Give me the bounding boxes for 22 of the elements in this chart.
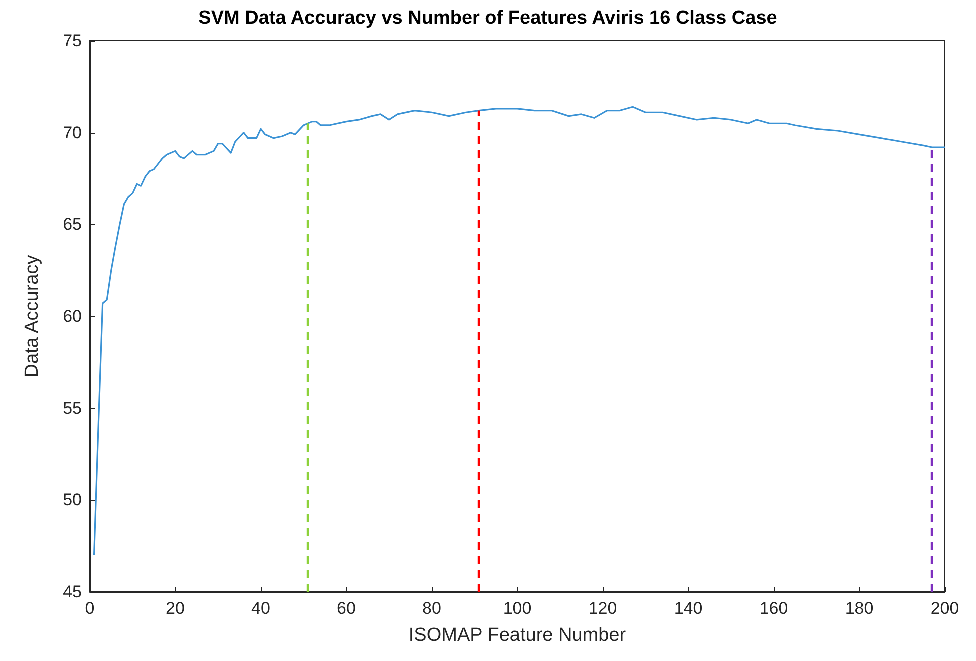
x-tick-label: 120: [588, 599, 618, 618]
y-tick-label: 65: [63, 215, 82, 234]
chart-title: SVM Data Accuracy vs Number of Features Aviris 16 Class Case: [198, 8, 778, 29]
x-tick-label: 160: [760, 599, 788, 618]
x-tick-label: 180: [845, 599, 874, 618]
y-tick-label: 50: [63, 490, 82, 510]
x-tick-label: 60: [337, 599, 356, 618]
x-tick-label: 40: [252, 599, 270, 618]
x-tick-label: 100: [503, 599, 532, 618]
x-tick-label: 80: [422, 599, 442, 618]
x-tick-label: 200: [930, 599, 960, 618]
line-series: [93, 106, 946, 556]
y-tick-label: 70: [63, 123, 82, 142]
x-tick-label: 140: [674, 599, 703, 618]
y-tick-label: 60: [63, 307, 82, 326]
y-tick-label: 75: [63, 32, 82, 50]
y-tick-label: 45: [63, 582, 82, 602]
y-axis-title: Data Accuracy: [22, 254, 43, 378]
x-tick-label: 20: [166, 599, 185, 618]
x-axis-title: ISOMAP Feature Number: [408, 625, 627, 646]
x-tick-label: 0: [85, 599, 95, 618]
y-tick-label: 55: [63, 398, 82, 418]
